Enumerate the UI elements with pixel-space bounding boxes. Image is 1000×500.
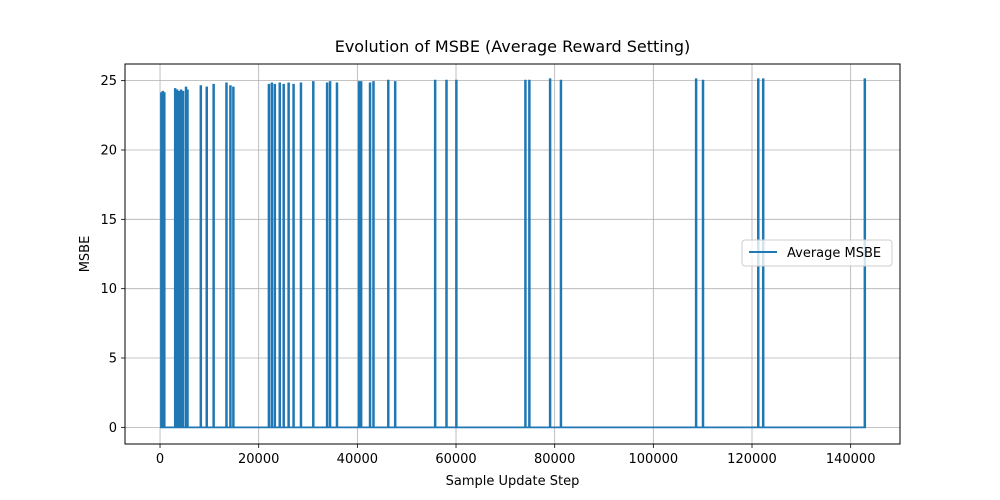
x-tick-label: 20000 xyxy=(238,452,279,467)
x-axis-ticks: 0 20000 40000 60000 80000 100000 120000 140000 xyxy=(156,444,876,467)
x-tick-label: 60000 xyxy=(435,452,476,467)
plot-frame xyxy=(124,63,901,445)
y-tick-label: 15 xyxy=(100,213,117,228)
legend-box xyxy=(741,239,893,267)
y-axis-label: MSBE xyxy=(78,236,93,273)
y-axis-ticks: 0 5 10 15 20 25 xyxy=(100,74,125,436)
x-axis-label: Sample Update Step xyxy=(446,474,580,489)
y-tick-label: 10 xyxy=(100,282,117,297)
x-tick-label: 140000 xyxy=(826,452,876,467)
legend-label-average-msbe: Average MSBE xyxy=(787,246,881,261)
y-tick-label: 5 xyxy=(109,352,117,367)
x-tick-label: 100000 xyxy=(629,452,679,467)
x-tick-label: 120000 xyxy=(727,452,777,467)
y-tick-label: 25 xyxy=(100,74,117,89)
series-line-average-msbe xyxy=(160,78,867,429)
y-tick-label: 0 xyxy=(109,421,117,436)
x-tick-label: 0 xyxy=(156,452,164,467)
chart-title: Evolution of MSBE (Average Reward Settin… xyxy=(335,37,691,56)
x-tick-label: 80000 xyxy=(534,452,575,467)
x-tick-label: 40000 xyxy=(337,452,378,467)
y-tick-label: 20 xyxy=(100,143,117,158)
legend: Average MSBE xyxy=(741,239,893,267)
series-layer xyxy=(160,78,867,429)
